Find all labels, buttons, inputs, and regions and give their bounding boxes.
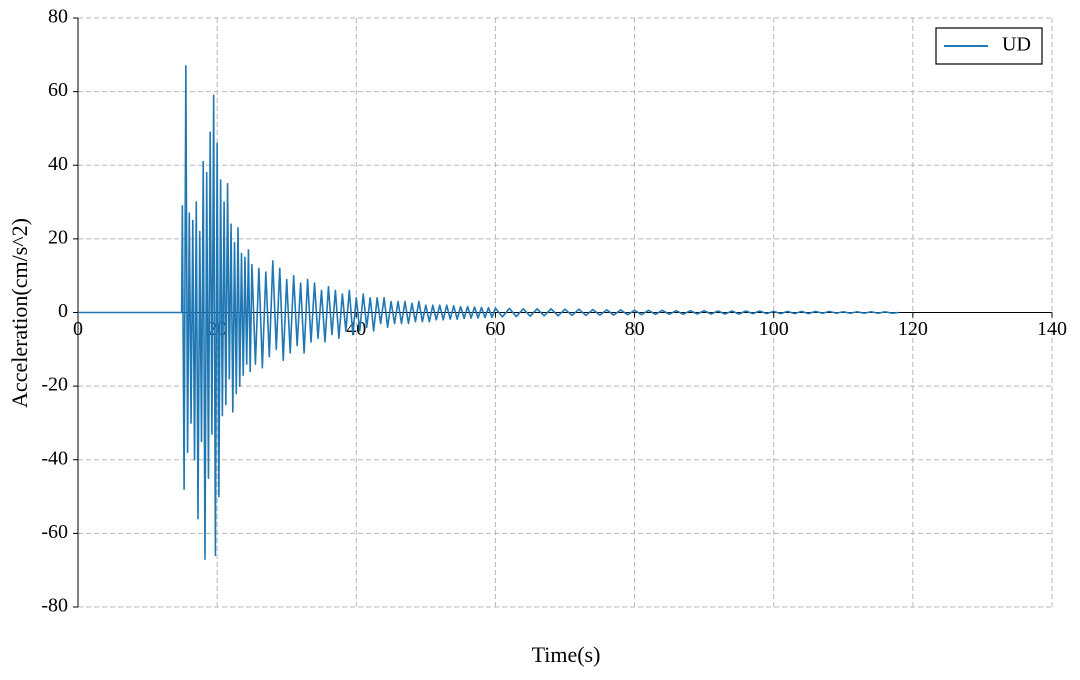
x-tick-label: 120 <box>898 318 928 340</box>
y-tick-label: -20 <box>41 374 68 396</box>
y-tick-label: -60 <box>41 521 68 543</box>
x-tick-label: 140 <box>1037 318 1067 340</box>
y-tick-label: -40 <box>41 447 68 469</box>
legend-label: UD <box>1002 34 1031 56</box>
x-tick-label: 40 <box>346 318 366 340</box>
data-line <box>78 65 900 560</box>
y-tick-label: 40 <box>48 153 68 175</box>
y-tick-label: -80 <box>41 595 68 617</box>
y-tick-label: 80 <box>48 6 68 28</box>
y-tick-label: 60 <box>48 79 68 101</box>
y-axis-label: Acceleration(cm/s^2) <box>7 218 32 408</box>
y-tick-label: 0 <box>58 300 68 322</box>
x-tick-label: 60 <box>485 318 505 340</box>
y-tick-label: 20 <box>48 226 68 248</box>
x-tick-label: 80 <box>625 318 645 340</box>
x-tick-label: 100 <box>759 318 789 340</box>
x-axis-label: Time(s) <box>532 642 601 667</box>
